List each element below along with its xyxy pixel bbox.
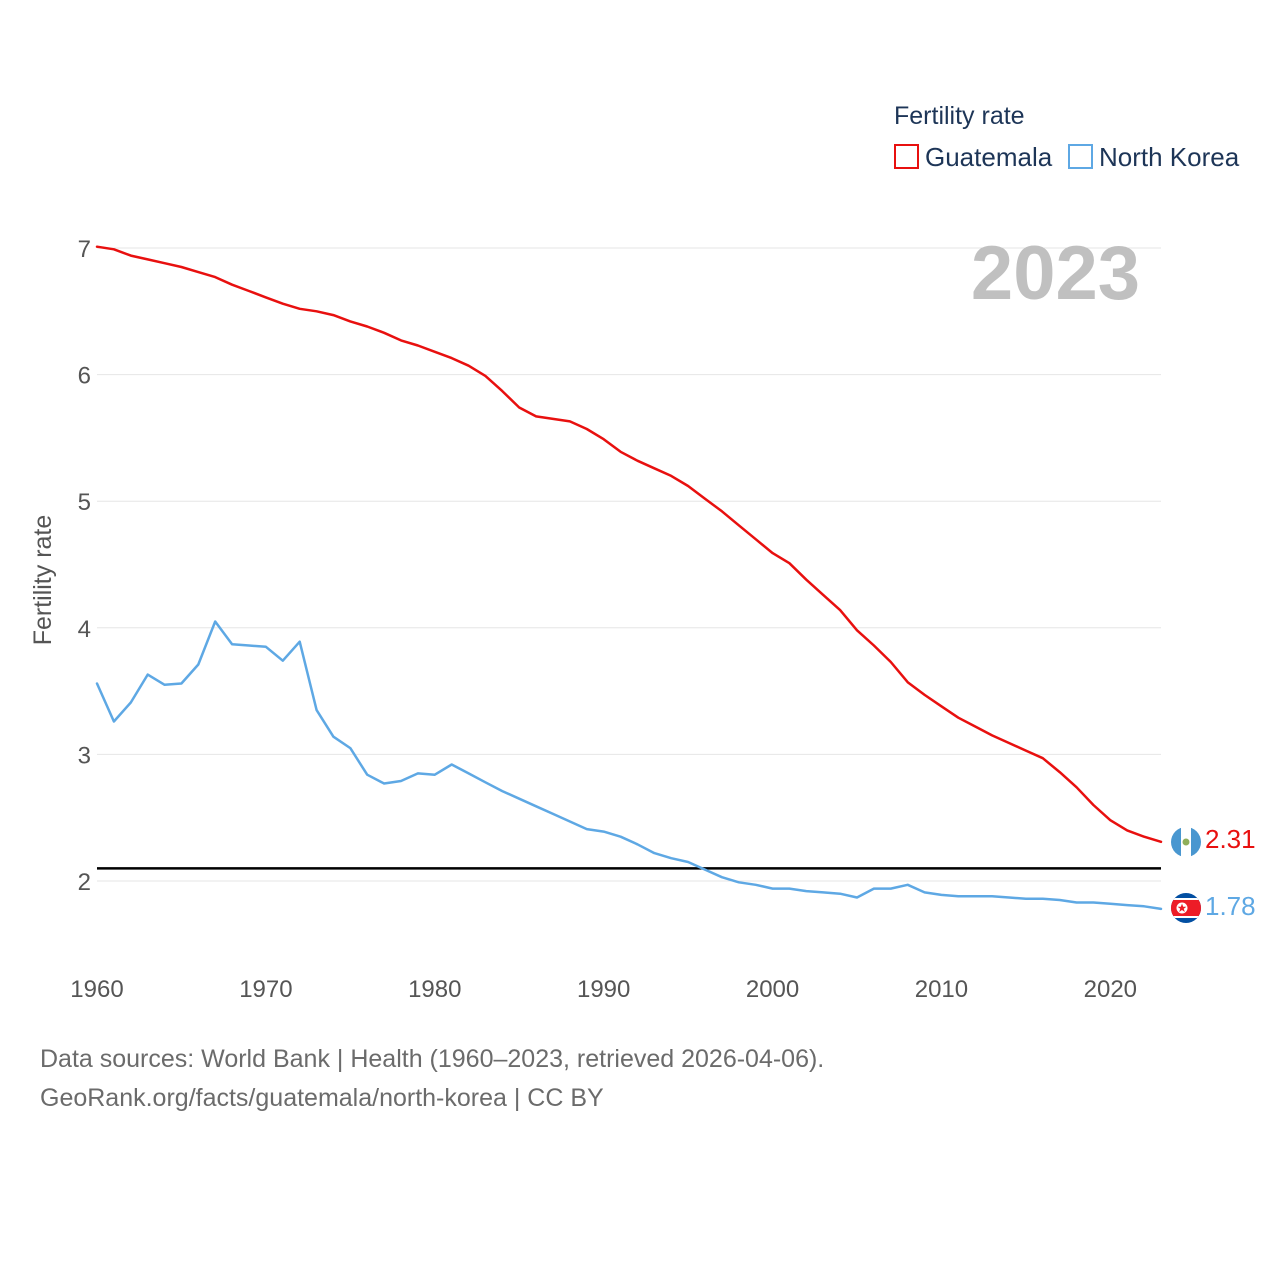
x-tick-label: 1990 bbox=[577, 976, 630, 1003]
y-tick-label: 6 bbox=[78, 363, 91, 390]
legend-swatch-north-korea bbox=[1068, 144, 1093, 169]
legend-swatch-guatemala bbox=[894, 144, 919, 169]
y-axis-ticks: 2 3 4 5 6 7 bbox=[78, 236, 91, 896]
x-tick-label: 2000 bbox=[746, 976, 799, 1003]
legend-item-guatemala[interactable]: Guatemala bbox=[894, 142, 1053, 172]
x-tick-label: 1980 bbox=[408, 976, 461, 1003]
y-tick-label: 3 bbox=[78, 742, 91, 769]
y-tick-label: 5 bbox=[78, 489, 91, 516]
legend-label-north-korea: North Korea bbox=[1099, 142, 1240, 172]
guatemala-end-value: 2.31 bbox=[1205, 824, 1256, 854]
x-tick-label: 1960 bbox=[70, 976, 123, 1003]
north-korea-flag-icon bbox=[1171, 893, 1201, 923]
gridlines bbox=[97, 247, 1161, 882]
y-axis-label: Fertility rate bbox=[29, 515, 57, 646]
y-tick-label: 2 bbox=[78, 869, 91, 896]
legend: Fertility rate Guatemala North Korea bbox=[894, 102, 1240, 172]
year-label: 2023 bbox=[971, 231, 1140, 316]
series-line-guatemala bbox=[95, 245, 1163, 844]
guatemala-flag-icon bbox=[1171, 827, 1201, 857]
y-tick-label: 7 bbox=[78, 236, 91, 263]
footer-attribution[interactable]: GeoRank.org/facts/guatemala/north-korea … bbox=[40, 1084, 604, 1112]
x-tick-label: 1970 bbox=[239, 976, 292, 1003]
north-korea-end-value: 1.78 bbox=[1205, 891, 1256, 921]
legend-title: Fertility rate bbox=[894, 102, 1025, 130]
legend-item-north-korea[interactable]: North Korea bbox=[1068, 142, 1240, 172]
x-tick-label: 2010 bbox=[915, 976, 968, 1003]
x-tick-label: 2020 bbox=[1084, 976, 1137, 1003]
legend-label-guatemala: Guatemala bbox=[925, 142, 1053, 172]
x-axis-ticks: 1960 1970 1980 1990 2000 2010 2020 bbox=[70, 976, 1137, 1003]
footer-sources: Data sources: World Bank | Health (1960–… bbox=[40, 1045, 825, 1073]
series-lines bbox=[95, 245, 1163, 911]
series-line-north-korea bbox=[95, 620, 1163, 911]
y-tick-label: 4 bbox=[78, 616, 91, 643]
